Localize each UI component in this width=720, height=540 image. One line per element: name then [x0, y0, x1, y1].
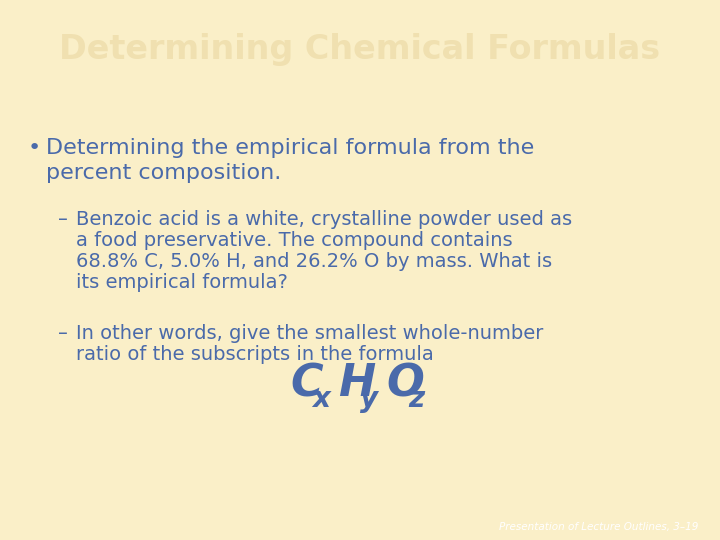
- Text: –: –: [58, 210, 68, 228]
- Text: •: •: [28, 138, 41, 158]
- Text: Determining the empirical formula from the: Determining the empirical formula from t…: [46, 138, 534, 158]
- Text: a food preservative. The compound contains: a food preservative. The compound contai…: [76, 231, 513, 249]
- Text: Benzoic acid is a white, crystalline powder used as: Benzoic acid is a white, crystalline pow…: [76, 210, 572, 228]
- Text: In other words, give the smallest whole-number: In other words, give the smallest whole-…: [76, 324, 544, 343]
- Text: Presentation of Lecture Outlines, 3–19: Presentation of Lecture Outlines, 3–19: [499, 522, 698, 532]
- Text: O: O: [386, 362, 424, 406]
- Text: y: y: [360, 385, 378, 413]
- Text: percent composition.: percent composition.: [46, 163, 282, 183]
- Text: H: H: [338, 362, 375, 406]
- Text: C: C: [290, 362, 323, 406]
- Text: its empirical formula?: its empirical formula?: [76, 273, 288, 292]
- Text: x: x: [312, 385, 330, 413]
- Text: z: z: [408, 385, 424, 413]
- Text: 68.8% C, 5.0% H, and 26.2% O by mass. What is: 68.8% C, 5.0% H, and 26.2% O by mass. Wh…: [76, 252, 552, 271]
- Text: ratio of the subscripts in the formula: ratio of the subscripts in the formula: [76, 345, 433, 364]
- Text: Determining Chemical Formulas: Determining Chemical Formulas: [60, 33, 660, 66]
- Text: –: –: [58, 324, 68, 343]
